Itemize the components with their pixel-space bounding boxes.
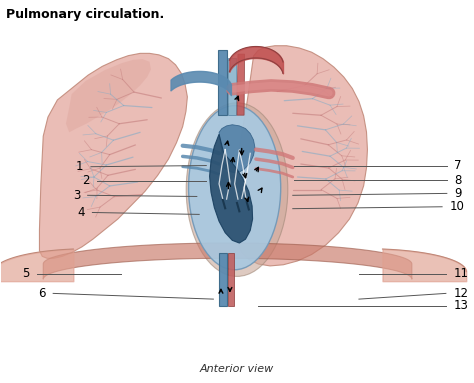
Text: 11: 11 [454, 267, 468, 280]
Polygon shape [66, 59, 151, 133]
Text: 8: 8 [455, 173, 462, 187]
Polygon shape [228, 252, 234, 306]
Polygon shape [228, 58, 236, 115]
Text: 7: 7 [455, 159, 462, 172]
Text: Anterior view: Anterior view [200, 364, 274, 374]
Polygon shape [210, 134, 253, 243]
Polygon shape [219, 252, 227, 306]
Polygon shape [39, 53, 187, 258]
Text: 1: 1 [76, 160, 83, 173]
Polygon shape [43, 243, 412, 279]
Polygon shape [218, 50, 227, 115]
Text: 6: 6 [38, 287, 46, 300]
Text: 12: 12 [454, 287, 468, 300]
Polygon shape [219, 125, 255, 173]
Polygon shape [237, 54, 245, 115]
Text: 3: 3 [73, 189, 80, 202]
Text: 2: 2 [82, 174, 90, 187]
Text: 13: 13 [454, 300, 468, 313]
Ellipse shape [186, 103, 288, 277]
Text: Pulmonary circulation.: Pulmonary circulation. [6, 8, 164, 21]
Ellipse shape [189, 106, 281, 270]
Polygon shape [235, 46, 367, 266]
Text: 9: 9 [455, 187, 462, 200]
Text: 10: 10 [450, 200, 465, 213]
Text: 5: 5 [22, 267, 29, 280]
Text: 4: 4 [77, 206, 85, 219]
